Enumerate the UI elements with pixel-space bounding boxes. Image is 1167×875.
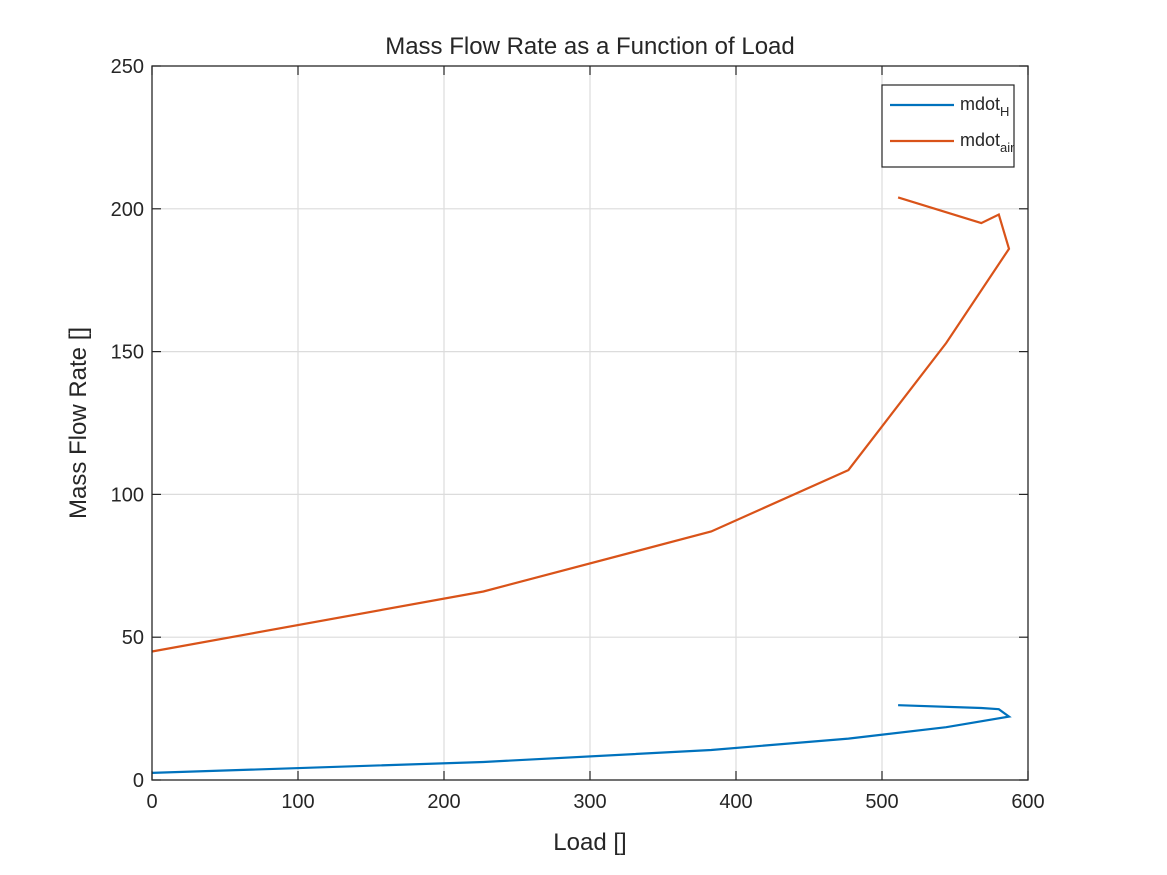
y-tick-label: 250 — [111, 56, 144, 78]
y-tick-label: 0 — [133, 770, 144, 792]
x-tick-label: 500 — [865, 791, 898, 813]
grid-lines — [152, 66, 1028, 780]
y-tick-label: 200 — [111, 199, 144, 221]
x-axis-label: Load [] — [553, 829, 626, 856]
y-tick-label: 150 — [111, 342, 144, 364]
y-axis-label: Mass Flow Rate [] — [65, 327, 92, 519]
y-tick-label: 100 — [111, 484, 144, 506]
x-tick-label: 0 — [146, 791, 157, 813]
series-lines — [151, 196, 1012, 774]
x-tick-label: 100 — [281, 791, 314, 813]
legend-box — [881, 84, 1015, 168]
x-tick-label: 200 — [427, 791, 460, 813]
y-tick-label: 50 — [122, 627, 144, 649]
series-line-mdot-H — [151, 704, 1012, 774]
x-tick-label: 600 — [1011, 791, 1044, 813]
x-tick-label: 400 — [719, 791, 752, 813]
chart-title: Mass Flow Rate as a Function of Load — [385, 33, 795, 60]
axis-ticks: 0 100 200 300 400 500 600 0 50 100 150 200 250 — [111, 56, 1045, 813]
series-line-mdot-air — [151, 196, 1011, 653]
x-tick-label: 300 — [573, 791, 606, 813]
